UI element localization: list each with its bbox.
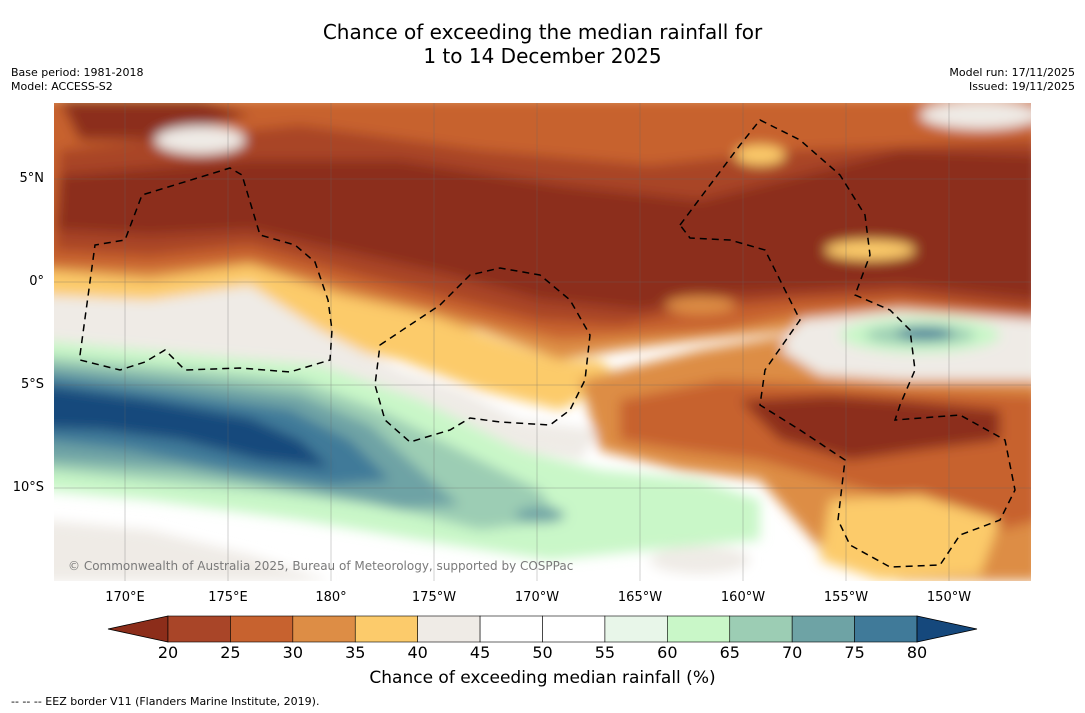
lat-label-5s: 5°S — [20, 377, 44, 392]
lon-label-180: 180° — [315, 590, 347, 605]
colorbar-segment — [542, 615, 606, 643]
eez-footnote: -- -- -- EEZ border V11 (Flanders Marine… — [11, 695, 320, 708]
colorbar-segment — [667, 615, 731, 643]
colorbar-tick-label: 65 — [719, 643, 740, 662]
colorbar-tick-label: 30 — [282, 643, 303, 662]
run-info: Model run: 17/11/2025 Issued: 19/11/2025 — [949, 66, 1075, 94]
colorbar-segment — [791, 615, 855, 643]
colorbar-segment — [729, 615, 793, 643]
colorbar-label: Chance of exceeding median rainfall (%) — [369, 668, 716, 688]
colorbar-segment — [854, 615, 918, 643]
issued-date: Issued: 19/11/2025 — [968, 80, 1075, 93]
colorbar-tick-label: 60 — [657, 643, 678, 662]
colorbar-segment — [604, 615, 668, 643]
lat-label-10s: 10°S — [12, 480, 44, 495]
lon-label-160w: 160°W — [720, 590, 766, 605]
model-run: Model run: 17/11/2025 — [949, 66, 1075, 79]
lon-label-170e: 170°E — [105, 590, 145, 605]
colorbar-tick-label: 70 — [781, 643, 803, 662]
colorbar-tick-label: 45 — [469, 643, 491, 662]
colorbar-tick-label: 20 — [157, 643, 179, 662]
colorbar-segment — [167, 615, 231, 643]
map-title: Chance of exceeding the median rainfall … — [322, 20, 763, 68]
colorbar-segment — [292, 615, 356, 643]
colorbar-tick-label: 35 — [345, 643, 366, 662]
lon-label-175e: 175°E — [208, 590, 248, 605]
colorbar-tick-label: 50 — [532, 643, 553, 662]
colorbar-tick-label: 55 — [594, 643, 616, 662]
base-info: Base period: 1981-2018 Model: ACCESS-S2 — [11, 66, 143, 94]
lon-label-170w: 170°W — [514, 590, 560, 605]
rainfall-probability-field — [54, 103, 1031, 581]
copyright-notice: © Commonwealth of Australia 2025, Bureau… — [68, 559, 574, 573]
colorbar-over-arrow — [916, 615, 978, 643]
lon-label-165w: 165°W — [617, 590, 663, 605]
colorbar-segment — [479, 615, 543, 643]
colorbar-under-arrow — [107, 615, 169, 643]
colorbar-segment — [417, 615, 481, 643]
colorbar-tick-label: 40 — [407, 643, 428, 662]
colorbar — [107, 615, 978, 643]
lon-label-155w: 155°W — [823, 590, 869, 605]
colorbar-tick-label: 25 — [220, 643, 241, 662]
colorbar-segment — [230, 615, 294, 643]
base-period: Base period: 1981-2018 — [11, 66, 144, 79]
lat-label-0: 0° — [29, 274, 44, 289]
colorbar-tick-label: 80 — [906, 643, 928, 662]
colorbar-tick-label: 75 — [844, 643, 865, 662]
lat-label-5n: 5°N — [19, 171, 45, 186]
lon-label-150w: 150°W — [926, 590, 972, 605]
eez-borders — [79, 119, 1016, 568]
colorbar-segment — [354, 615, 418, 643]
model-name: Model: ACCESS-S2 — [11, 80, 113, 93]
graticule — [54, 103, 1031, 581]
lon-label-175w: 175°W — [411, 590, 457, 605]
